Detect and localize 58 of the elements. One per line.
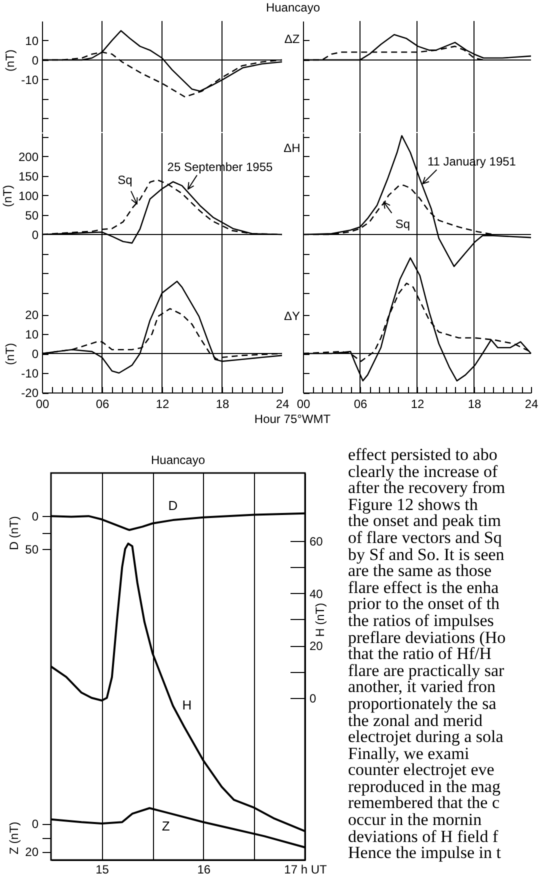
x-tick-label: 17 h UT — [284, 862, 328, 875]
y-axis-title: (nT) — [3, 342, 18, 364]
x-tick-label: 16 — [197, 862, 211, 875]
x-tick-label: 06 — [96, 396, 110, 410]
annotation: Sq — [395, 217, 410, 232]
chart-title: Huancayo — [150, 453, 206, 467]
y-tick-label: 0 — [32, 510, 39, 524]
y2-tick-label: 40 — [310, 586, 324, 601]
text: ΔY — [284, 308, 300, 322]
x-tick-label: 00 — [36, 396, 50, 410]
y2-tick-label: 0 — [310, 691, 316, 706]
x-tick-label: 24 — [524, 396, 538, 410]
y-tick-label: 200 — [18, 150, 39, 164]
text: deviations of H field f — [348, 826, 500, 846]
x-tick-label: 15 — [96, 862, 110, 875]
y2-tick-label: 20 — [310, 639, 324, 654]
x-tick-label: 00 — [296, 396, 310, 410]
y-tick-label: 10 — [25, 34, 39, 48]
x-tick-label: 18 — [216, 396, 230, 410]
y-tick-label: 0 — [32, 228, 39, 242]
y-tick-label: -10 — [21, 366, 39, 380]
y-axis-title: (nT) — [3, 49, 18, 72]
y-tick-label: 20 — [25, 308, 39, 322]
y-tick-label: -20 — [21, 386, 39, 400]
y3-axis-title: Z (nT) — [7, 822, 22, 854]
text: effect persisted to abo — [348, 445, 498, 464]
text: occur in the mornin — [348, 810, 483, 830]
y-tick-label: 50 — [25, 542, 39, 557]
series-label: H — [182, 698, 192, 713]
series-label: D — [168, 498, 178, 514]
text: proportionately the sa — [348, 694, 498, 713]
series-label: Z — [162, 818, 170, 834]
y-tick-label: 100 — [18, 188, 39, 203]
x-tick-label: 24 — [276, 396, 290, 410]
text: Hence the impulse in t — [348, 843, 502, 862]
y-tick-label: 10 — [25, 327, 39, 341]
y-tick-label: 0 — [32, 346, 39, 360]
x-tick-label: 12 — [410, 396, 424, 410]
x-tick-label: 12 — [156, 396, 170, 410]
x-tick-label: 18 — [468, 396, 482, 410]
text: ΔZ — [284, 32, 300, 46]
x-tick-label: 06 — [354, 396, 368, 410]
text: flare are practically sar — [348, 660, 506, 680]
annotation: Sq — [118, 173, 132, 188]
text: ΔH — [284, 141, 300, 155]
y-tick-label: 0 — [32, 53, 39, 68]
chart-title: Huancayo — [266, 0, 320, 14]
text: prior to the onset of th — [348, 594, 501, 614]
y-tick-label: 50 — [25, 208, 39, 222]
x-axis-title: Hour 75°WMT — [254, 412, 332, 426]
y-tick-label: -10 — [21, 72, 39, 87]
y-axis-title: (nT) — [0, 184, 14, 207]
y2-axis-title: H (nT) — [312, 602, 327, 637]
y-axis-title: D (nT) — [7, 516, 22, 550]
text: electrojet during a sola — [348, 727, 504, 746]
text: flare effect is the enha — [348, 578, 500, 597]
y2-tick-label: 60 — [310, 534, 324, 548]
y-tick-label: 150 — [18, 169, 39, 184]
